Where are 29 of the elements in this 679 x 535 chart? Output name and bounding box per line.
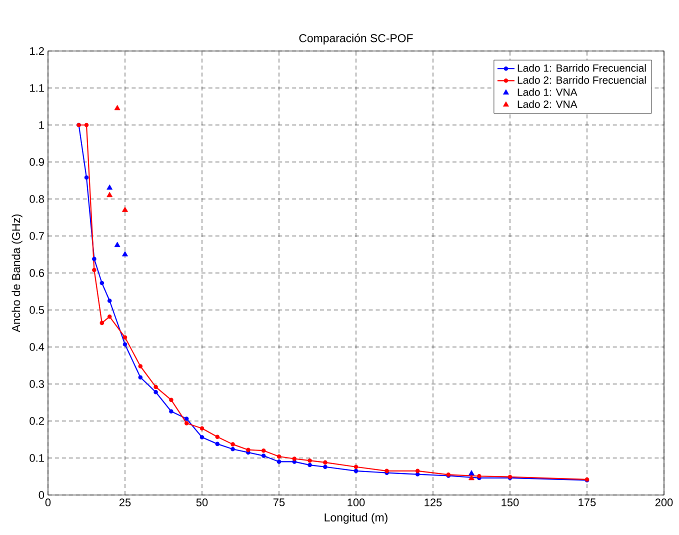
x-tick-label: 0 [45,498,51,506]
y-tick-label: 0.3 [30,380,44,388]
y-tick-label: 1.1 [30,84,44,92]
x-axis-title: Longitud (m) [324,513,388,524]
y-tick-label: 0.2 [30,417,44,425]
y-tick-label: 0.5 [30,306,44,314]
x-tick-label: 75 [273,498,285,506]
y-tick-label: 0 [38,491,44,499]
y-tick-label: 1.2 [30,47,44,55]
y-tick-label: 0.1 [30,454,44,462]
y-tick-label: 0.7 [30,232,44,240]
legend-label: Lado 1: Barrido Frecuencial [518,64,646,72]
chart-title: Comparación SC-POF [299,34,413,44]
x-tick-label: 200 [655,498,673,506]
legend-label: Lado 1: VNA [518,88,578,96]
legend-label: Lado 2: Barrido Frecuencial [518,76,646,84]
x-tick-label: 50 [196,498,208,506]
x-tick-label: 150 [502,498,519,506]
y-axis-title: Ancho de Banda (GHz) [12,214,22,332]
x-tick-label: 175 [578,498,596,506]
x-tick-label: 100 [348,498,365,506]
x-tick-label: 25 [119,498,131,506]
legend-label: Lado 2: VNA [518,100,578,108]
x-tick-label: 125 [424,498,442,506]
y-tick-label: 0.8 [30,195,44,203]
y-tick-label: 0.9 [30,158,44,166]
y-tick-label: 1 [39,121,44,129]
y-tick-label: 0.4 [30,343,44,351]
y-tick-label: 0.6 [30,269,44,277]
